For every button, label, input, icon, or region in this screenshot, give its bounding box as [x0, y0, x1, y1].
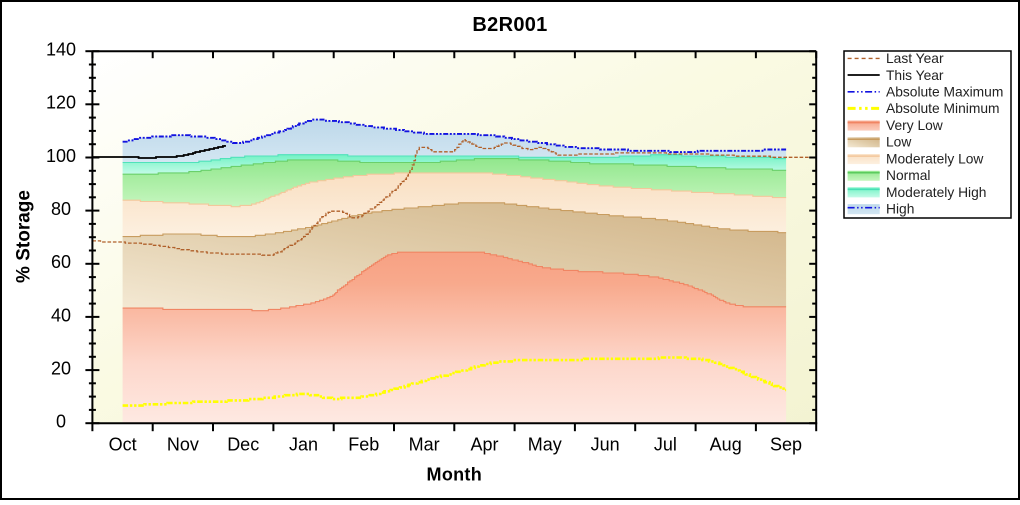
svg-text:Normal: Normal — [886, 168, 930, 183]
svg-text:Apr: Apr — [470, 435, 498, 455]
svg-text:120: 120 — [46, 93, 76, 113]
svg-text:20: 20 — [51, 359, 71, 379]
svg-text:Feb: Feb — [348, 435, 379, 455]
svg-text:May: May — [528, 435, 562, 455]
svg-text:High: High — [886, 202, 914, 217]
svg-text:B2R001: B2R001 — [472, 14, 547, 36]
svg-text:Month: Month — [427, 464, 482, 484]
svg-text:This Year: This Year — [886, 68, 944, 83]
svg-text:Absolute Minimum: Absolute Minimum — [886, 101, 999, 116]
svg-text:140: 140 — [46, 40, 76, 60]
svg-text:Oct: Oct — [109, 435, 137, 455]
svg-text:100: 100 — [46, 146, 76, 166]
svg-text:Sep: Sep — [770, 435, 802, 455]
svg-text:Very Low: Very Low — [886, 118, 943, 133]
svg-text:Nov: Nov — [167, 435, 199, 455]
svg-text:Absolute Maximum: Absolute Maximum — [886, 85, 1003, 100]
svg-text:Low: Low — [886, 135, 911, 150]
svg-text:60: 60 — [51, 252, 71, 272]
svg-text:Mar: Mar — [409, 435, 440, 455]
svg-text:Moderately Low: Moderately Low — [886, 151, 983, 166]
svg-text:Aug: Aug — [710, 435, 742, 455]
svg-text:Last Year: Last Year — [886, 51, 944, 66]
svg-text:0: 0 — [56, 412, 66, 432]
svg-text:% Storage: % Storage — [14, 190, 35, 283]
svg-text:Jan: Jan — [289, 435, 318, 455]
svg-text:Moderately High: Moderately High — [886, 185, 986, 200]
svg-text:Dec: Dec — [227, 435, 259, 455]
svg-text:Jul: Jul — [654, 435, 677, 455]
svg-text:40: 40 — [51, 305, 71, 325]
svg-text:80: 80 — [51, 199, 71, 219]
svg-text:Jun: Jun — [591, 435, 620, 455]
